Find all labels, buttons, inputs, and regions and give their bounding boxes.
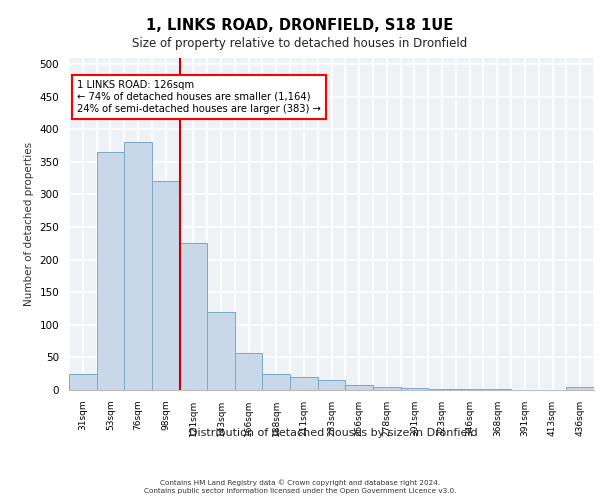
Bar — [152, 182, 179, 390]
Bar — [262, 374, 290, 390]
Bar — [69, 374, 97, 390]
Bar — [373, 386, 401, 390]
Bar — [235, 353, 262, 390]
Y-axis label: Number of detached properties: Number of detached properties — [24, 142, 34, 306]
Text: 1, LINKS ROAD, DRONFIELD, S18 1UE: 1, LINKS ROAD, DRONFIELD, S18 1UE — [146, 18, 454, 32]
Bar — [317, 380, 346, 390]
Bar — [346, 386, 373, 390]
Bar — [401, 388, 428, 390]
Bar — [207, 312, 235, 390]
Text: Contains HM Land Registry data © Crown copyright and database right 2024.
Contai: Contains HM Land Registry data © Crown c… — [144, 480, 456, 494]
Text: Distribution of detached houses by size in Dronfield: Distribution of detached houses by size … — [188, 428, 478, 438]
Bar — [97, 152, 124, 390]
Bar — [179, 244, 207, 390]
Bar — [566, 386, 594, 390]
Text: Size of property relative to detached houses in Dronfield: Size of property relative to detached ho… — [133, 38, 467, 51]
Bar — [124, 142, 152, 390]
Text: 1 LINKS ROAD: 126sqm
← 74% of detached houses are smaller (1,164)
24% of semi-de: 1 LINKS ROAD: 126sqm ← 74% of detached h… — [77, 80, 321, 114]
Bar — [428, 388, 456, 390]
Bar — [290, 377, 317, 390]
